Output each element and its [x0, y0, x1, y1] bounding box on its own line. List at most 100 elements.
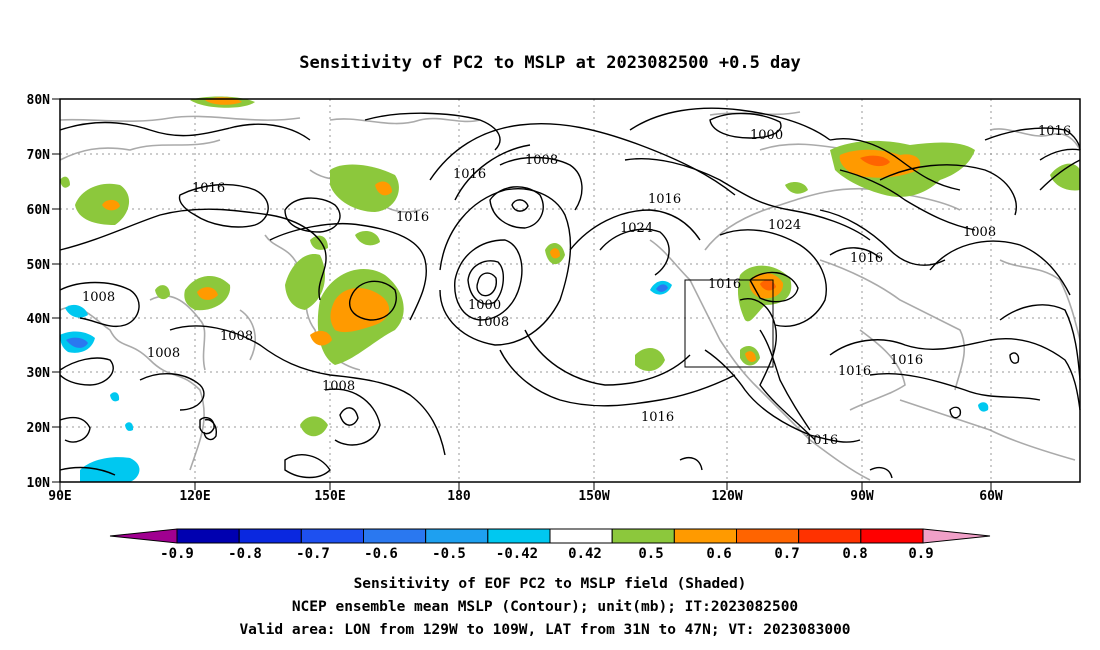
x-tick-label: 60W	[979, 489, 1003, 504]
shade-negative	[80, 457, 140, 482]
contour-label: 1008	[322, 379, 355, 394]
shade-positive	[330, 288, 390, 333]
x-tick-label: 150E	[314, 489, 345, 504]
shade-negative	[110, 392, 120, 402]
caption-line-2: NCEP ensemble mean MSLP (Contour); unit(…	[292, 599, 798, 615]
shade-negative	[125, 422, 134, 431]
x-axis-labels: 90E 120E 150E 180 150W 120W 90W 60W	[48, 489, 1003, 504]
colorbar-label: -0.5	[432, 546, 466, 562]
contour-label: 1008	[963, 225, 996, 240]
colorbar-label: -0.42	[496, 546, 538, 562]
colorbar-label: 0.7	[774, 546, 799, 562]
contour-label: 1000	[468, 298, 501, 313]
colorbar-swatch	[300, 528, 365, 544]
shade-positive	[300, 416, 328, 437]
axis-ticks	[52, 98, 992, 490]
shade-negative	[978, 402, 989, 412]
shade-positive	[102, 199, 120, 211]
shade-positive	[60, 176, 70, 188]
contour-label: 1016	[838, 364, 871, 379]
contour-label: 1016	[805, 433, 838, 448]
colorbar-swatch	[176, 528, 240, 544]
y-tick-label: 10N	[27, 476, 51, 491]
contour-label: 1008	[476, 315, 509, 330]
colorbar-label: 0.5	[638, 546, 663, 562]
y-axis-labels: 80N 70N 60N 50N 40N 30N 20N 10N	[27, 93, 51, 491]
caption-line-3: Valid area: LON from 129W to 109W, LAT f…	[239, 622, 850, 638]
colorbar-labels: -0.9 -0.8 -0.7 -0.6 -0.5 -0.42 0.42 0.5 …	[160, 546, 934, 562]
map-panel: 1016 1016 1016 1008 1016 1024 1016 1000 …	[59, 96, 1081, 483]
shade-positive	[197, 287, 218, 300]
colorbar-swatch	[238, 528, 302, 544]
shade-positive	[375, 181, 392, 196]
colorbar-swatch	[736, 528, 800, 544]
gridlines	[60, 99, 1080, 482]
colorbar-swatch	[363, 528, 427, 544]
y-tick-label: 20N	[27, 421, 51, 436]
colorbar-label: -0.9	[160, 546, 194, 562]
x-tick-label: 120E	[179, 489, 210, 504]
y-tick-label: 30N	[27, 366, 51, 381]
shade-positive	[75, 183, 130, 225]
shade-negative	[66, 337, 88, 348]
x-tick-label: 90W	[850, 489, 874, 504]
colorbar-swatch	[487, 528, 551, 544]
contour-label: 1016	[192, 181, 225, 196]
contour-label: 1016	[648, 192, 681, 207]
y-tick-label: 50N	[27, 258, 51, 273]
y-tick-label: 70N	[27, 148, 51, 163]
caption-line-1: Sensitivity of EOF PC2 to MSLP field (Sh…	[354, 576, 747, 592]
shade-positive	[860, 155, 890, 167]
contour-label: 1024	[620, 221, 653, 236]
colorbar-end-low	[109, 528, 178, 544]
colorbar-label: -0.6	[364, 546, 398, 562]
colorbar-label: 0.42	[568, 546, 602, 562]
shade-positive	[310, 330, 332, 346]
colorbar-label: 0.9	[908, 546, 933, 562]
y-tick-label: 60N	[27, 203, 51, 218]
figure-title: Sensitivity of PC2 to MSLP at 2023082500…	[299, 53, 801, 73]
contour-label: 1016	[1038, 124, 1071, 139]
contour-label: 1016	[850, 251, 883, 266]
colorbar-label: 0.6	[706, 546, 731, 562]
mslp-contours	[59, 107, 1081, 479]
contour-label: 1000	[750, 128, 783, 143]
shade-negative	[656, 284, 668, 292]
colorbar-swatch	[425, 528, 489, 544]
contour-label: 1016	[708, 277, 741, 292]
y-tick-label: 80N	[27, 93, 51, 108]
x-tick-label: 150W	[578, 489, 609, 504]
x-tick-label: 180	[447, 489, 471, 504]
shade-positive	[155, 285, 170, 300]
colorbar-swatch	[611, 528, 675, 544]
shade-negative	[65, 304, 88, 318]
colorbar-label: -0.8	[228, 546, 262, 562]
map-frame	[59, 98, 1081, 483]
shade-positive	[760, 280, 776, 291]
shade-positive	[745, 351, 756, 362]
contour-label: 1016	[453, 167, 486, 182]
x-tick-label: 120W	[711, 489, 742, 504]
contour-label: 1008	[220, 329, 253, 344]
contour-label: 1016	[396, 210, 429, 225]
colorbar	[109, 528, 991, 544]
colorbar-swatch	[549, 528, 613, 544]
colorbar-swatch	[798, 528, 862, 544]
shade-positive	[285, 254, 325, 310]
contour-label: 1016	[641, 410, 674, 425]
contour-label: 1008	[82, 290, 115, 305]
shade-positive	[1050, 163, 1080, 191]
contour-label: 1008	[525, 153, 558, 168]
shade-positive	[785, 182, 808, 194]
colorbar-swatch	[673, 528, 737, 544]
shade-positive	[635, 348, 665, 372]
valid-area-box	[684, 279, 774, 368]
sensitivity-shading	[60, 96, 1080, 482]
shade-positive	[355, 230, 380, 246]
colorbar-swatch	[860, 528, 924, 544]
contour-label: 1016	[890, 353, 923, 368]
footer-caption: Sensitivity of EOF PC2 to MSLP field (Sh…	[239, 576, 850, 638]
colorbar-label: 0.8	[842, 546, 867, 562]
shade-positive	[550, 248, 560, 259]
